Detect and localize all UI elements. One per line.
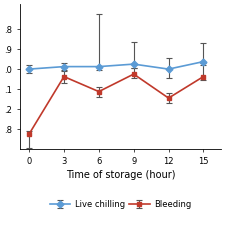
X-axis label: Time of storage (hour): Time of storage (hour) [65, 170, 175, 180]
Legend: Live chilling, Bleeding: Live chilling, Bleeding [46, 197, 194, 212]
